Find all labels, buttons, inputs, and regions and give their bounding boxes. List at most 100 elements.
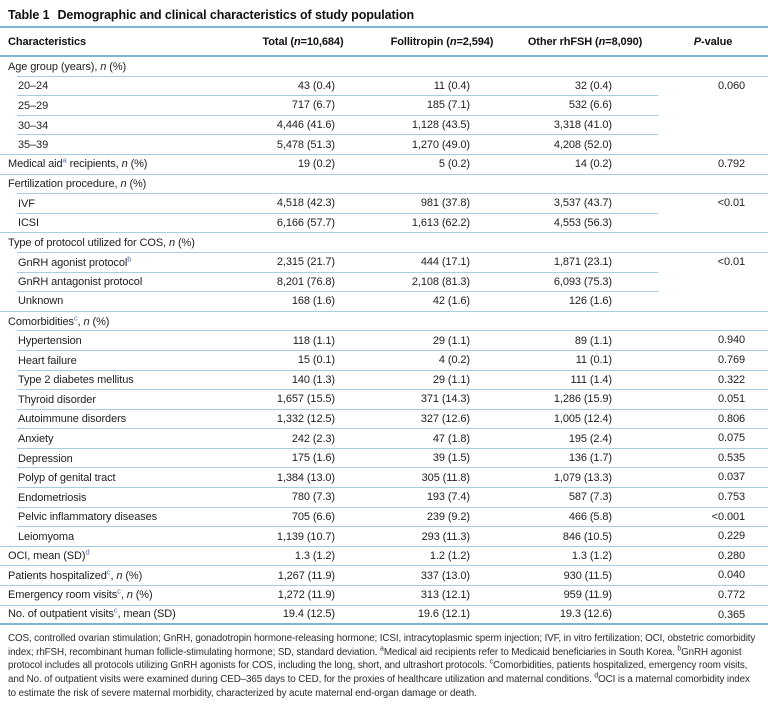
cell-total: 1,384 (13.0) — [234, 468, 372, 489]
cell-total: 4,518 (42.3) — [234, 194, 372, 214]
cell-total: 2,315 (21.7) — [234, 253, 372, 273]
cell-pvalue: <0.001 — [658, 508, 768, 528]
table-header: Characteristics Total (n=10,684) Follitr… — [0, 28, 768, 57]
cell-total: 4,446 (41.6) — [234, 116, 372, 136]
cell-pvalue: 0.229 — [658, 527, 768, 547]
row-label: Polyp of genital tract — [0, 468, 234, 489]
table-row: No. of outpatient visitsc, mean (SD) 19.4… — [0, 606, 768, 626]
cell-total: 15 (0.1) — [234, 351, 372, 371]
cell-other-rhfsh: 1,079 (13.3) — [512, 468, 658, 489]
cell-other-rhfsh: 136 (1.7) — [512, 449, 658, 469]
row-label: GnRH antagonist protocol — [0, 272, 234, 293]
cell-total: 175 (1.6) — [234, 449, 372, 469]
section-row: Age group (years), n (%) — [0, 57, 768, 77]
table-row: ICSI 6,166 (57.7) 1,613 (62.2) 4,553 (56.3) — [0, 214, 768, 234]
row-label: Anxiety — [0, 429, 234, 449]
row-label: Thyroid disorder — [0, 390, 234, 410]
cell-other-rhfsh: 3,318 (41.0) — [512, 116, 658, 136]
cell-other-rhfsh: 4,208 (52.0) — [512, 135, 658, 155]
cell-follitropin: 337 (13.0) — [372, 566, 512, 587]
table-row: 35–39 5,478 (51.3) 1,270 (49.0) 4,208 (52.0… — [0, 135, 768, 155]
table-row: Endometriosis 780 (7.3) 193 (7.4) 587 (7.3)… — [0, 488, 768, 508]
row-label: 30–34 — [0, 115, 234, 136]
table-footnote: COS, controlled ovarian stimulation; GnR… — [8, 633, 756, 699]
cell-pvalue: 0.769 — [658, 351, 768, 371]
col-header-characteristics: Characteristics — [0, 28, 234, 57]
cell-total: 8,201 (76.8) — [234, 273, 372, 293]
table-row: Pelvic inflammatory diseases 705 (6.6) 239… — [0, 507, 768, 528]
table-row: OCI, mean (SD)d 1.3 (1.2) 1.2 (1.2) 1.3 (1.… — [0, 547, 768, 567]
cell-other-rhfsh: 195 (2.4) — [512, 429, 658, 449]
table-row: Depression 175 (1.6) 39 (1.5) 136 (1.7) 0.53… — [0, 448, 768, 469]
section-label: Age group (years), n (%) — [0, 57, 768, 77]
row-label: Autoimmune disorders — [0, 409, 234, 430]
cell-total: 19.4 (12.5) — [234, 606, 372, 626]
cell-other-rhfsh: 930 (11.5) — [512, 566, 658, 587]
table-row: Medical aida recipients, n (%) 19 (0.2) 5 … — [0, 155, 768, 175]
cell-total: 242 (2.3) — [234, 429, 372, 449]
row-label: Leiomyoma — [0, 527, 234, 547]
table-number: Table 1 — [8, 8, 50, 22]
row-label: Heart failure — [0, 350, 234, 371]
row-label: 20–24 — [0, 76, 234, 97]
col-header-total: Total (n=10,684) — [234, 28, 372, 57]
table-row: Patients hospitalizedc, n (%) 1,267 (11.9… — [0, 566, 768, 587]
table-row: Polyp of genital tract 1,384 (13.0) 305 (1… — [0, 468, 768, 489]
cell-other-rhfsh: 587 (7.3) — [512, 488, 658, 508]
cell-pvalue: 0.040 — [658, 566, 768, 587]
header-row: Characteristics Total (n=10,684) Follitr… — [0, 28, 768, 57]
cell-other-rhfsh: 19.3 (12.6) — [512, 606, 658, 626]
cell-follitropin: 47 (1.8) — [372, 429, 512, 449]
cell-follitropin: 293 (11.3) — [372, 527, 512, 547]
cell-total: 1,272 (11.9) — [234, 586, 372, 606]
cell-other-rhfsh: 1,286 (15.9) — [512, 390, 658, 410]
col-header-other-rhfsh: Other rhFSH (n=8,090) — [512, 28, 658, 57]
section-label: Type of protocol utilized for COS, n (%) — [0, 233, 768, 253]
cell-total: 1.3 (1.2) — [234, 547, 372, 567]
row-label: Emergency room visitsc, n (%) — [0, 586, 234, 606]
cell-pvalue: 0.060 — [658, 77, 768, 155]
cell-total: 780 (7.3) — [234, 488, 372, 508]
table-row: GnRH agonist protocolb 2,315 (21.7) 444 (1… — [0, 252, 768, 312]
table-row: 25–29 717 (6.7) 185 (7.1) 532 (6.6) — [0, 96, 768, 116]
row-label: Pelvic inflammatory diseases — [0, 507, 234, 528]
cell-other-rhfsh: 4,553 (56.3) — [512, 214, 658, 234]
cell-pvalue: 0.940 — [658, 331, 768, 351]
row-label: Patients hospitalizedc, n (%) — [0, 566, 234, 587]
cell-pvalue: 0.051 — [658, 390, 768, 410]
cell-total: 118 (1.1) — [234, 331, 372, 351]
section-row: Type of protocol utilized for COS, n (%) — [0, 233, 768, 253]
cell-total: 1,332 (12.5) — [234, 410, 372, 430]
cell-follitropin: 305 (11.8) — [372, 468, 512, 489]
table-row: Hypertension 118 (1.1) 29 (1.1) 89 (1.1) 0.9… — [0, 331, 768, 351]
cell-pvalue: 0.280 — [658, 547, 768, 567]
row-label: GnRH agonist protocolb — [0, 252, 234, 273]
paper-table-page: Table 1 Demographic and clinical characte… — [0, 0, 768, 699]
cell-follitropin: 19.6 (12.1) — [372, 606, 512, 626]
table-row: GnRH antagonist protocol 8,201 (76.8) 2,10… — [0, 272, 768, 293]
table-row: Heart failure 15 (0.1) 4 (0.2) 11 (0.1) 0.76… — [0, 350, 768, 371]
cell-follitropin: 42 (1.6) — [372, 292, 512, 312]
cell-follitropin: 239 (9.2) — [372, 508, 512, 528]
table-row: 20–24 43 (0.4) 11 (0.4) 32 (0.4) 0.060 — [0, 76, 768, 155]
col-header-follitropin: Follitropin (n=2,594) — [372, 28, 512, 57]
cell-follitropin: 39 (1.5) — [372, 449, 512, 469]
cell-pvalue: 0.365 — [658, 606, 768, 626]
cell-other-rhfsh: 14 (0.2) — [512, 155, 658, 175]
cell-other-rhfsh: 1,871 (23.1) — [512, 253, 658, 273]
row-label: OCI, mean (SD)d — [0, 547, 234, 567]
cell-pvalue: 0.806 — [658, 410, 768, 430]
cell-follitropin: 313 (12.1) — [372, 586, 512, 606]
row-label: Medical aida recipients, n (%) — [0, 155, 234, 175]
cell-total: 19 (0.2) — [234, 155, 372, 175]
row-label: Type 2 diabetes mellitus — [0, 370, 234, 391]
row-label: No. of outpatient visitsc, mean (SD) — [0, 606, 234, 626]
cell-other-rhfsh: 111 (1.4) — [512, 371, 658, 391]
table-row: Anxiety 242 (2.3) 47 (1.8) 195 (2.4) 0.075 — [0, 429, 768, 449]
table-title: Table 1 Demographic and clinical characte… — [0, 0, 768, 28]
cell-pvalue: <0.01 — [658, 253, 768, 312]
row-label: 35–39 — [0, 135, 234, 155]
cell-follitropin: 29 (1.1) — [372, 331, 512, 351]
cell-total: 168 (1.6) — [234, 292, 372, 312]
section-label: Fertilization procedure, n (%) — [0, 174, 768, 195]
